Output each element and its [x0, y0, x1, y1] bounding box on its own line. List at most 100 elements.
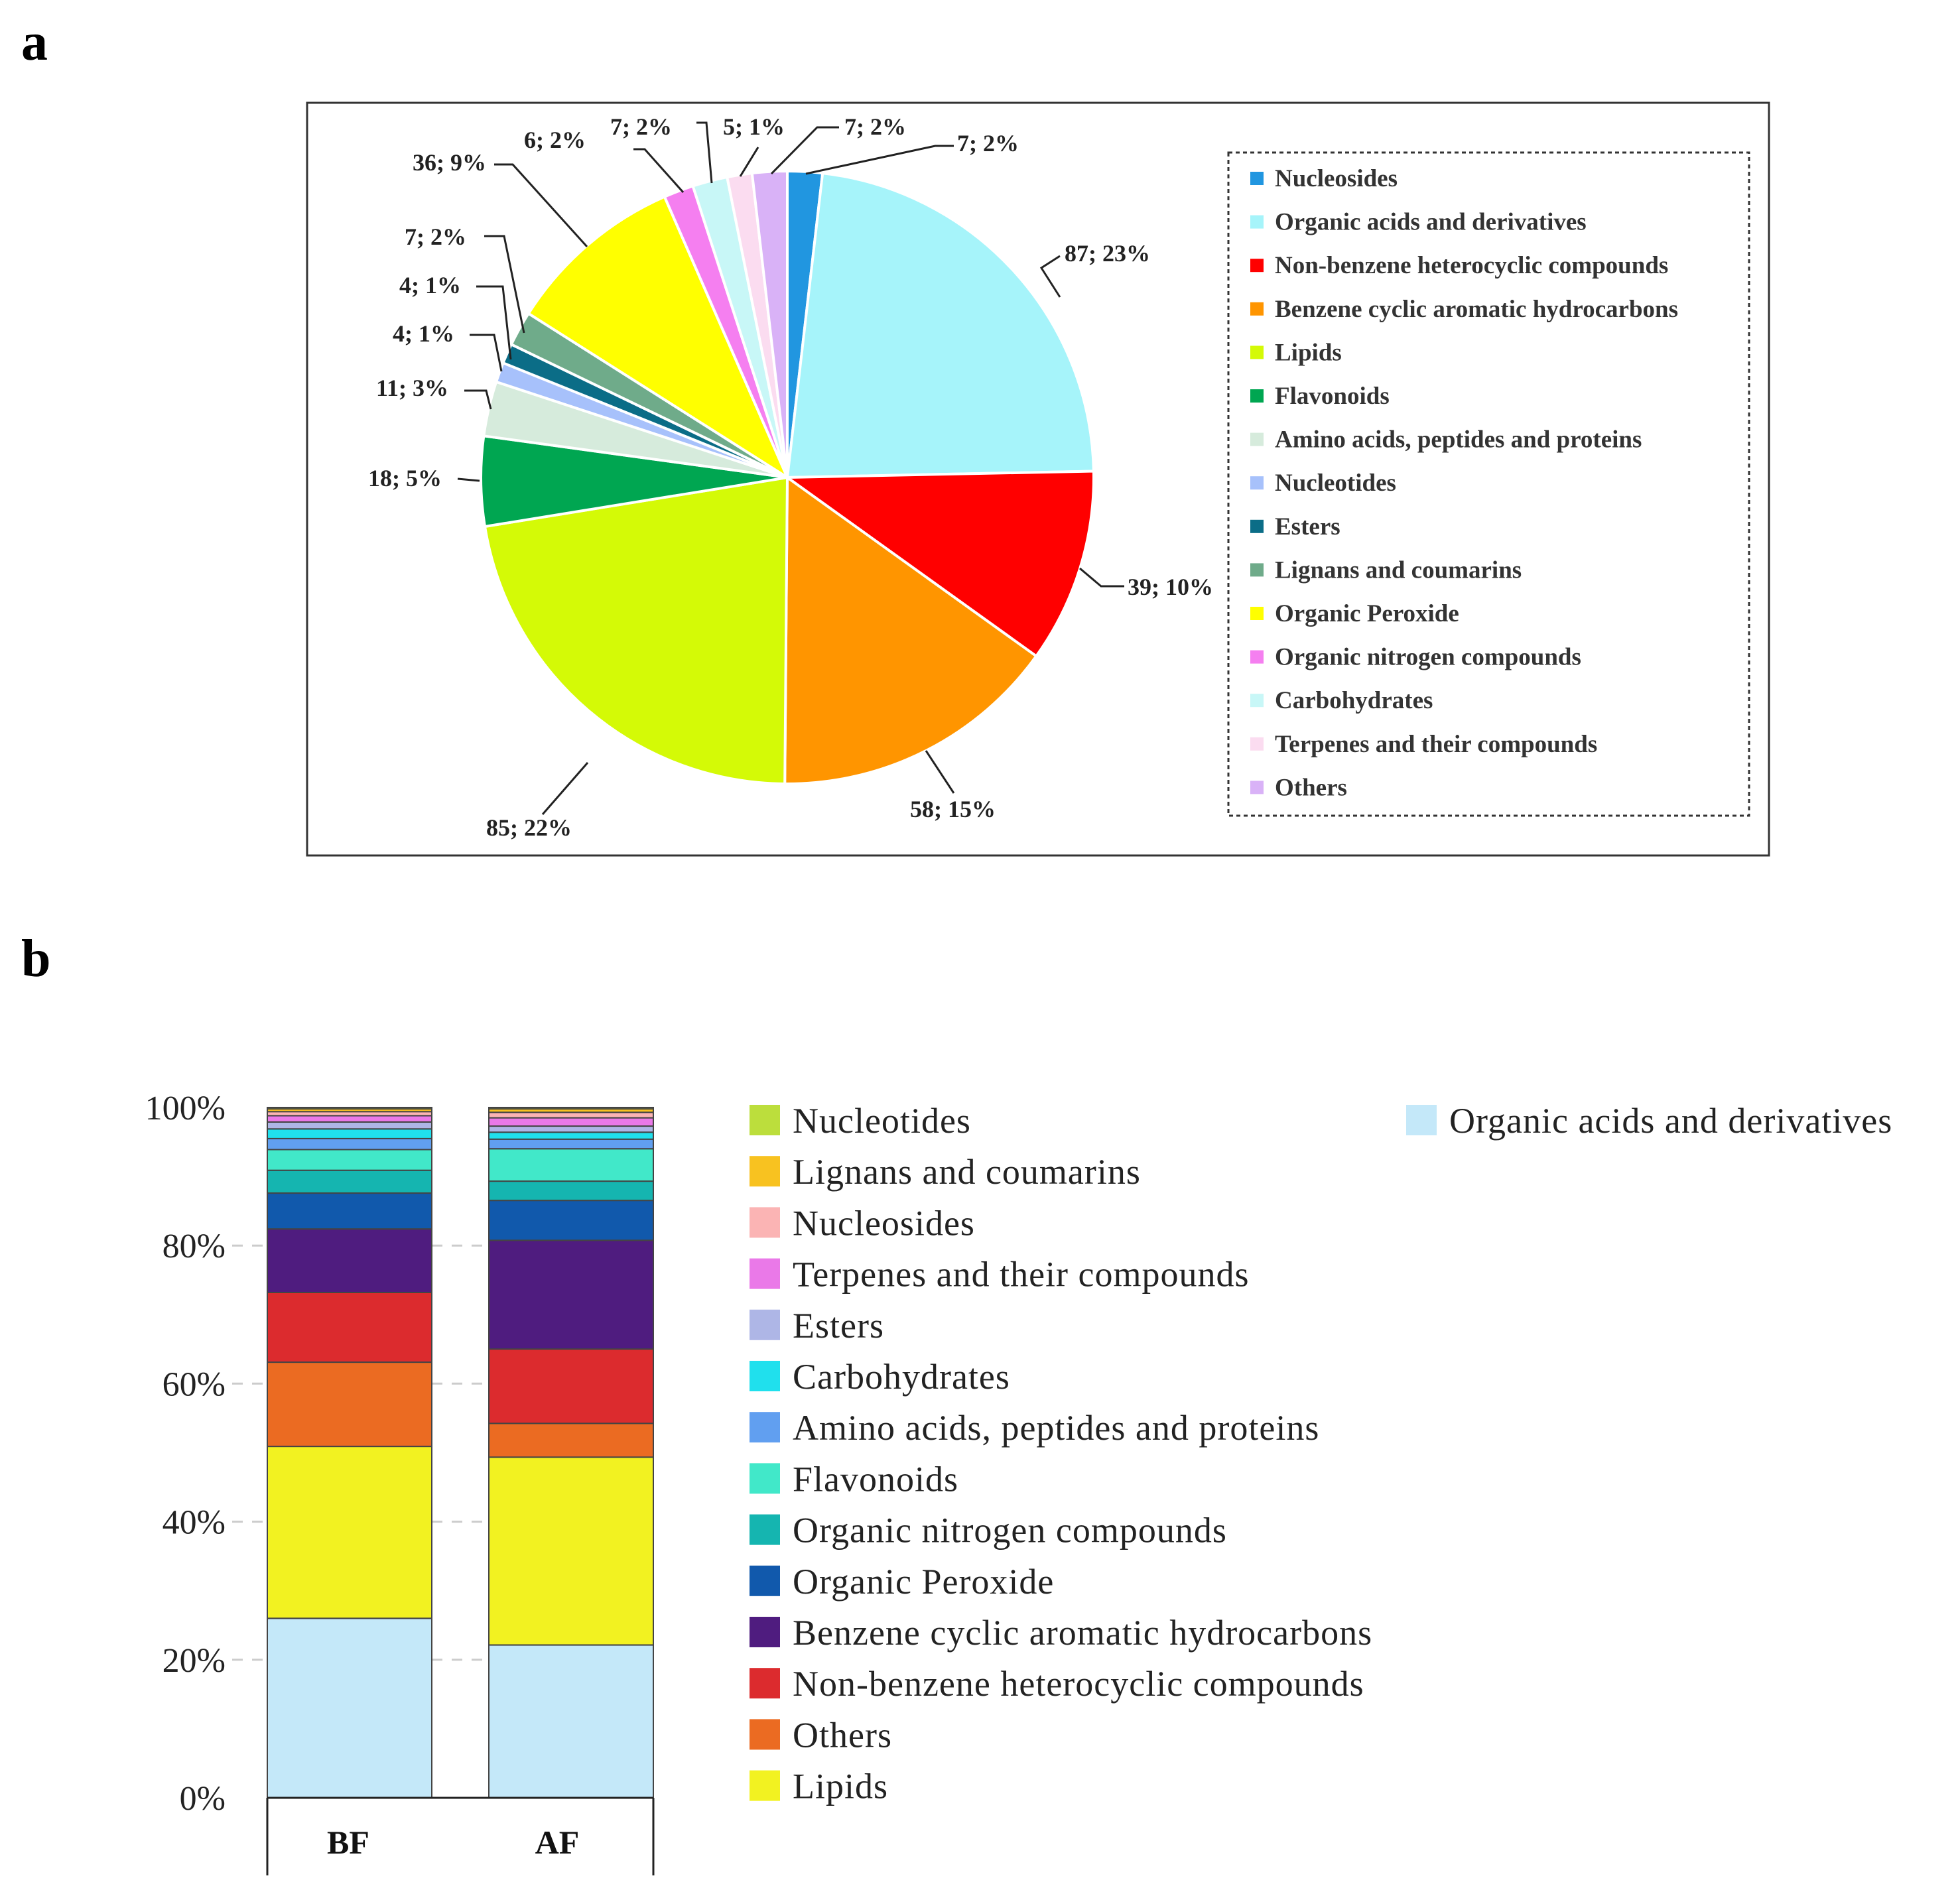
bar-segment-bf-lipids: [267, 1446, 432, 1619]
pie-legend-swatch-lignans-and-coumarins: [1250, 563, 1264, 577]
bar-segment-af-terpenes-and-their-compounds: [488, 1117, 654, 1127]
pie-slice-organic-peroxide: [527, 195, 791, 481]
pie-label-flavonoids: 18; 5%: [368, 465, 442, 491]
pie-legend-label-nucleosides: Nucleosides: [1275, 165, 1398, 192]
bar-legend-label-lipids: Lipids: [793, 1767, 888, 1806]
bar-legend-label-terpenes-and-their-compounds: Terpenes and their compounds: [793, 1255, 1250, 1294]
bar-y-tick-80: 80%: [163, 1228, 226, 1265]
pie-legend-label-lipids: Lipids: [1275, 339, 1342, 366]
pie-legend-label-non-benzene-heterocyclic-compounds: Non-benzene heterocyclic compounds: [1275, 252, 1668, 279]
pie-legend-swatch-organic-nitrogen-compounds: [1250, 650, 1264, 664]
bar-y-tick-100: 100%: [145, 1090, 226, 1127]
pie-legend-swatch-nucleosides: [1250, 172, 1264, 185]
bar-y-axis-ticks: 0% 20% 40% 60% 80% 100%: [145, 1090, 226, 1818]
bar-legend-label-others: Others: [793, 1715, 892, 1755]
pie-legend-label-carbohydrates: Carbohydrates: [1275, 687, 1433, 714]
bar-legend-swatch-esters: [750, 1309, 780, 1340]
bar-segment-bf-carbohydrates: [267, 1128, 432, 1139]
bar-legend-swatch-terpenes-and-their-compounds: [750, 1258, 780, 1289]
pie-label-lignans-and-coumarins: 7; 2%: [405, 223, 466, 250]
pie-label-esters: 4; 1%: [399, 272, 461, 298]
bar-segment-af-nucleotides: [488, 1107, 654, 1110]
pie-chart: 7; 2% 87; 23% 39; 10% 58; 15% 85; 22% 18; 5% 1…: [306, 101, 1770, 857]
pie-leader-lipids: [541, 762, 589, 815]
pie-legend-swatch-others: [1250, 781, 1264, 794]
pie-leader-lignans-and-coumarins: [484, 235, 525, 334]
pie-legend-label-flavonoids: Flavonoids: [1275, 383, 1390, 410]
bar-segment-af-lipids: [488, 1456, 654, 1646]
pie-legend-frame: [1227, 151, 1750, 817]
bar-segment-af-others: [488, 1422, 654, 1458]
bar-legend-label-flavonoids: Flavonoids: [793, 1459, 958, 1499]
pie-leader-esters: [476, 285, 512, 360]
pie-label-carbohydrates: 7; 2%: [610, 113, 672, 140]
pie-leader-others: [770, 126, 839, 175]
bar-legend-label-organic-peroxide: Organic Peroxide: [793, 1562, 1054, 1602]
pie-label-lipids: 85; 22%: [486, 814, 572, 841]
bar-legend-label-lignans-and-coumarins: Lignans and coumarins: [793, 1152, 1141, 1192]
pie-label-nucleosides: 7; 2%: [957, 130, 1019, 157]
pie-legend-swatch-nucleotides: [1250, 476, 1264, 490]
bar-segment-bf-benzene-cyclic-aromatic-hydrocarbons: [267, 1228, 432, 1293]
bar-y-tick-20: 20%: [163, 1642, 226, 1680]
pie-slice-lipids: [483, 475, 789, 786]
bar-segment-af-flavonoids: [488, 1148, 654, 1182]
pie-leader-organic-acids-and-derivatives: [1039, 255, 1061, 298]
pie-legend-swatch-lipids: [1250, 346, 1264, 359]
bar-segment-af-organic-peroxide: [488, 1200, 654, 1241]
pie-legend-label-esters: Esters: [1275, 513, 1340, 540]
pie-slices: [480, 169, 1095, 786]
bar-segment-af-amino-acids-peptides-and-proteins: [488, 1138, 654, 1150]
bar-segment-bf-amino-acids-peptides-and-proteins: [267, 1137, 432, 1151]
bar-legend-swatch-nucleotides: [750, 1105, 780, 1135]
pie-leader-carbohydrates: [696, 121, 713, 184]
bar-legend-label-benzene-cyclic-aromatic-hydrocarbons: Benzene cyclic aromatic hydrocarbons: [793, 1613, 1372, 1653]
bar-legend-swatch-nucleosides: [750, 1207, 780, 1238]
pie-labels: 7; 2% 87; 23% 39; 10% 58; 15% 85; 22% 18; 5% 1…: [368, 113, 1213, 841]
bar-segment-bf-esters: [267, 1121, 432, 1130]
bar-segment-bf-flavonoids: [267, 1149, 432, 1171]
pie-legend-label-lignans-and-coumarins: Lignans and coumarins: [1275, 556, 1522, 584]
pie-legend-swatch-benzene-cyclic-aromatic-hydrocarbons: [1250, 302, 1264, 316]
bar-legend-label-carbohydrates: Carbohydrates: [793, 1357, 1010, 1397]
pie-label-nucleotides: 4; 1%: [393, 320, 454, 347]
pie-legend-label-organic-peroxide: Organic Peroxide: [1275, 600, 1459, 627]
pie-leader-amino-acids-peptides-and-proteins: [464, 389, 492, 410]
bar-x-axis: [266, 1796, 655, 1875]
bar-legend: Nucleotides Lignans and coumarins Nucleosi…: [750, 1101, 1892, 1806]
pie-leader-non-benzene-heterocyclic-compounds: [1079, 567, 1124, 588]
pie-leader-organic-nitrogen-compounds: [633, 148, 685, 193]
pie-label-organic-peroxide: 36; 9%: [413, 149, 486, 176]
bar-legend-swatch-organic-peroxide: [750, 1565, 780, 1596]
bar-segment-bf-organic-peroxide: [267, 1192, 432, 1230]
pie-leader-nucleotides: [470, 334, 503, 372]
bar-y-tick-0: 0%: [180, 1780, 226, 1818]
pie-label-amino-acids-peptides-and-proteins: 11; 3%: [376, 375, 448, 401]
panel-a-letter: a: [21, 13, 48, 72]
bar-y-tick-40: 40%: [163, 1504, 226, 1542]
bar-segment-af-esters: [488, 1125, 654, 1133]
bar-legend-label-organic-nitrogen-compounds: Organic nitrogen compounds: [793, 1511, 1227, 1550]
bar-category-labels: BF AF: [327, 1824, 579, 1861]
pie-slice-benzene-cyclic-aromatic-hydrocarbons: [783, 475, 1039, 786]
pie-legend-label-organic-nitrogen-compounds: Organic nitrogen compounds: [1275, 644, 1581, 671]
bar-legend-label-amino-acids-peptides-and-proteins: Amino acids, peptides and proteins: [793, 1408, 1319, 1448]
pie-leader-nucleosides: [805, 145, 954, 175]
bar-category-bf: BF: [327, 1824, 369, 1861]
pie-legend-swatch-flavonoids: [1250, 389, 1264, 403]
pie-legend-swatch-terpenes-and-their-compounds: [1250, 737, 1264, 751]
bar-legend-swatch-non-benzene-heterocyclic-compounds: [750, 1668, 780, 1699]
bar-legend-swatch-flavonoids: [750, 1463, 780, 1494]
pie-leader-terpenes-and-their-compounds: [739, 147, 759, 177]
pie-legend-label-nucleotides: Nucleotides: [1275, 470, 1396, 497]
bar-segment-af-non-benzene-heterocyclic-compounds: [488, 1348, 654, 1424]
bar-legend-label-nucleosides: Nucleosides: [793, 1203, 975, 1243]
pie-legend-swatch-organic-peroxide: [1250, 607, 1264, 620]
bar-legend-swatch-carbohydrates: [750, 1361, 780, 1391]
bar-legend-swatch-lipids: [750, 1770, 780, 1801]
pie-leader-lines: [457, 121, 1124, 815]
pie-legend-label-others: Others: [1275, 774, 1347, 801]
pie-chart-frame: [306, 101, 1770, 857]
pie-legend-swatch-carbohydrates: [1250, 694, 1264, 708]
